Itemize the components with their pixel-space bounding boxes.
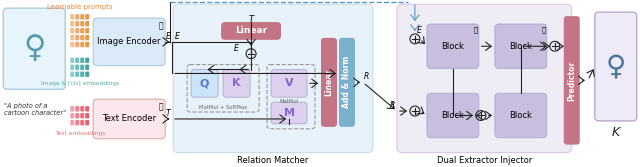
FancyBboxPatch shape xyxy=(76,106,79,112)
Text: T: T xyxy=(248,15,253,24)
FancyBboxPatch shape xyxy=(85,42,89,47)
FancyBboxPatch shape xyxy=(76,65,79,70)
Text: E: E xyxy=(175,32,180,41)
Text: R: R xyxy=(390,101,395,110)
FancyBboxPatch shape xyxy=(80,35,84,40)
FancyBboxPatch shape xyxy=(80,120,84,125)
Text: Predictor: Predictor xyxy=(567,60,576,101)
FancyBboxPatch shape xyxy=(85,120,89,125)
FancyBboxPatch shape xyxy=(427,93,479,138)
FancyBboxPatch shape xyxy=(85,106,89,112)
FancyBboxPatch shape xyxy=(70,120,74,125)
Text: 🔒: 🔒 xyxy=(474,26,478,33)
FancyBboxPatch shape xyxy=(85,14,89,20)
Text: Add & Norm: Add & Norm xyxy=(342,56,351,109)
Text: Block: Block xyxy=(509,111,532,120)
FancyBboxPatch shape xyxy=(70,35,74,40)
Text: T: T xyxy=(166,109,171,118)
Text: K: K xyxy=(232,78,241,88)
FancyBboxPatch shape xyxy=(223,69,250,97)
FancyBboxPatch shape xyxy=(271,69,307,97)
FancyBboxPatch shape xyxy=(70,28,74,33)
FancyBboxPatch shape xyxy=(339,38,355,127)
FancyBboxPatch shape xyxy=(595,12,637,121)
FancyBboxPatch shape xyxy=(80,58,84,63)
FancyBboxPatch shape xyxy=(80,21,84,27)
Text: Q: Q xyxy=(200,78,209,88)
FancyBboxPatch shape xyxy=(76,28,79,33)
FancyBboxPatch shape xyxy=(76,120,79,125)
Text: "A photo of a
cartoon character": "A photo of a cartoon character" xyxy=(4,103,67,116)
Text: V: V xyxy=(285,78,293,88)
FancyBboxPatch shape xyxy=(76,71,79,77)
FancyBboxPatch shape xyxy=(495,93,547,138)
Text: 🔒: 🔒 xyxy=(541,26,546,33)
FancyBboxPatch shape xyxy=(76,21,79,27)
Text: Relation Matcher: Relation Matcher xyxy=(237,155,308,164)
FancyBboxPatch shape xyxy=(271,102,307,124)
FancyBboxPatch shape xyxy=(3,8,65,89)
FancyBboxPatch shape xyxy=(397,4,572,153)
FancyBboxPatch shape xyxy=(70,106,74,112)
FancyBboxPatch shape xyxy=(70,21,74,27)
FancyBboxPatch shape xyxy=(80,14,84,20)
FancyBboxPatch shape xyxy=(76,14,79,20)
Text: Block: Block xyxy=(442,111,465,120)
Text: Block: Block xyxy=(509,42,532,51)
FancyBboxPatch shape xyxy=(93,99,165,139)
FancyBboxPatch shape xyxy=(85,65,89,70)
Text: Block: Block xyxy=(442,42,465,51)
FancyBboxPatch shape xyxy=(70,113,74,118)
Text: Linear: Linear xyxy=(235,26,267,35)
FancyBboxPatch shape xyxy=(70,14,74,20)
Text: 🔒: 🔒 xyxy=(159,102,163,111)
Text: Dual Extractor Injector: Dual Extractor Injector xyxy=(436,155,532,164)
Text: E: E xyxy=(166,32,171,41)
FancyBboxPatch shape xyxy=(70,58,74,63)
FancyBboxPatch shape xyxy=(76,42,79,47)
FancyBboxPatch shape xyxy=(80,106,84,112)
FancyBboxPatch shape xyxy=(85,71,89,77)
Text: ♀: ♀ xyxy=(605,53,626,80)
FancyBboxPatch shape xyxy=(70,65,74,70)
FancyBboxPatch shape xyxy=(70,71,74,77)
Text: MatMul: MatMul xyxy=(280,99,299,104)
Text: Image & [cls] embeddings: Image & [cls] embeddings xyxy=(41,81,119,86)
Text: R: R xyxy=(364,72,369,81)
Text: 🔒: 🔒 xyxy=(159,21,163,30)
FancyBboxPatch shape xyxy=(93,18,165,65)
FancyBboxPatch shape xyxy=(221,22,281,40)
FancyBboxPatch shape xyxy=(85,21,89,27)
Text: Text embeddings: Text embeddings xyxy=(55,131,106,136)
Text: K: K xyxy=(612,126,620,139)
FancyBboxPatch shape xyxy=(80,65,84,70)
FancyBboxPatch shape xyxy=(85,28,89,33)
FancyBboxPatch shape xyxy=(80,42,84,47)
Text: MatMul + SoftMax: MatMul + SoftMax xyxy=(199,105,247,110)
FancyBboxPatch shape xyxy=(76,35,79,40)
FancyBboxPatch shape xyxy=(85,58,89,63)
FancyBboxPatch shape xyxy=(80,71,84,77)
Text: Learnable prompts: Learnable prompts xyxy=(47,4,113,10)
Text: E: E xyxy=(417,26,422,35)
FancyBboxPatch shape xyxy=(173,4,373,153)
FancyBboxPatch shape xyxy=(427,24,479,68)
FancyBboxPatch shape xyxy=(85,113,89,118)
Text: ♀: ♀ xyxy=(23,34,45,63)
Text: Image Encoder: Image Encoder xyxy=(97,37,161,46)
FancyBboxPatch shape xyxy=(321,38,337,127)
Text: M: M xyxy=(284,108,294,118)
FancyBboxPatch shape xyxy=(191,69,218,97)
FancyBboxPatch shape xyxy=(85,35,89,40)
FancyBboxPatch shape xyxy=(80,113,84,118)
FancyBboxPatch shape xyxy=(70,42,74,47)
Text: Linear: Linear xyxy=(324,69,333,96)
Text: Text Encoder: Text Encoder xyxy=(102,114,156,123)
FancyBboxPatch shape xyxy=(76,113,79,118)
FancyBboxPatch shape xyxy=(76,58,79,63)
Text: E: E xyxy=(234,44,239,53)
FancyBboxPatch shape xyxy=(495,24,547,68)
FancyBboxPatch shape xyxy=(80,28,84,33)
FancyBboxPatch shape xyxy=(564,16,580,145)
